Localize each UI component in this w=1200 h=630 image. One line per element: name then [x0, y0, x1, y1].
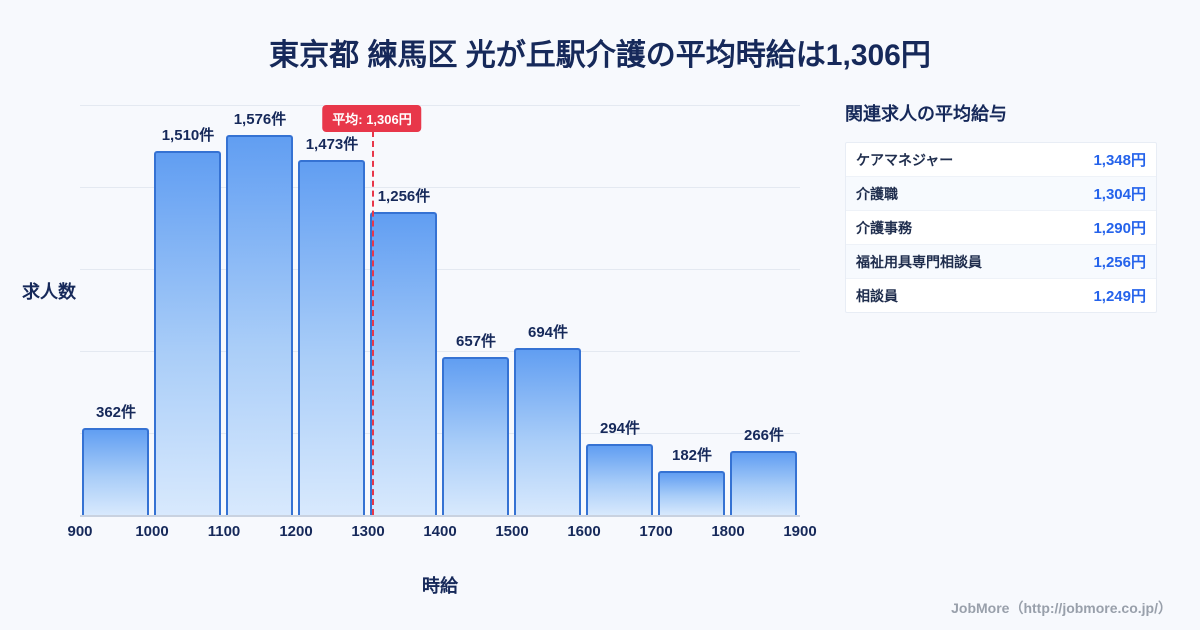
- gridline: [80, 269, 800, 270]
- bar-value-label: 1,576件: [233, 111, 287, 128]
- panel-title: 関連求人の平均給与: [845, 104, 1007, 124]
- histogram-bar: [82, 428, 149, 515]
- x-tick-label: 1200: [279, 523, 313, 540]
- histogram-bar: [586, 444, 653, 515]
- x-tick-label: 1500: [495, 523, 529, 540]
- x-tick-label: 1900: [783, 523, 817, 540]
- x-tick-label: 1100: [207, 523, 241, 540]
- y-axis-label: 求人数: [22, 282, 76, 302]
- job-wage: 1,304円: [1093, 186, 1146, 203]
- x-tick-label: 1600: [567, 523, 601, 540]
- job-name: 介護職: [856, 185, 898, 202]
- histogram-bar: [226, 135, 293, 515]
- x-tick-label: 1400: [423, 523, 457, 540]
- histogram-plot-area: 362件 1,510件 1,576件 1,473件 1,256件 657件 694件 294件…: [80, 105, 800, 517]
- related-job-row: 介護事務 1,290円: [846, 211, 1156, 245]
- footer-credit: JobMore（http://jobmore.co.jp/）: [951, 600, 1172, 616]
- histogram-bar: [514, 348, 581, 515]
- related-job-row: 介護職 1,304円: [846, 177, 1156, 211]
- gridline: [80, 187, 800, 188]
- average-badge: 平均: 1,306円: [322, 105, 422, 132]
- job-wage: 1,348円: [1093, 152, 1146, 169]
- bar-value-label: 1,510件: [161, 127, 215, 144]
- x-tick-label: 1300: [351, 523, 385, 540]
- gridline: [80, 351, 800, 352]
- related-job-row: ケアマネジャー 1,348円: [846, 143, 1156, 177]
- job-name: 相談員: [856, 287, 898, 304]
- histogram-bar: [658, 471, 725, 515]
- bar-value-label: 694件: [527, 324, 569, 341]
- histogram-bar: [730, 451, 797, 515]
- related-job-row: 相談員 1,249円: [846, 279, 1156, 312]
- related-job-row: 福祉用具専門相談員 1,256円: [846, 245, 1156, 279]
- x-tick-label: 1800: [711, 523, 745, 540]
- bar-value-label: 362件: [95, 404, 137, 421]
- bar-value-label: 657件: [455, 333, 497, 350]
- x-axis-label: 時給: [422, 576, 458, 596]
- job-wage: 1,290円: [1093, 220, 1146, 237]
- gridline: [80, 105, 800, 106]
- job-wage: 1,256円: [1093, 254, 1146, 271]
- histogram-bar: [154, 151, 221, 515]
- histogram-bar: [298, 160, 365, 515]
- bar-value-label: 1,473件: [305, 136, 359, 153]
- x-axis-ticks: 900 1000 1100 1200 1300 1400 1500 1600 1700 1800 1…: [67, 523, 816, 543]
- job-name: ケアマネジャー: [856, 151, 954, 168]
- gridline: [80, 433, 800, 434]
- x-tick-label: 1700: [639, 523, 673, 540]
- histogram-bar: [442, 357, 509, 515]
- related-jobs-panel: 関連求人の平均給与 ケアマネジャー 1,348円介護職 1,304円介護事務 1,29…: [845, 100, 1157, 313]
- average-line: [372, 131, 374, 515]
- x-tick-label: 900: [67, 523, 93, 540]
- x-tick-label: 1000: [135, 523, 169, 540]
- bar-value-label: 182件: [671, 447, 713, 464]
- job-name: 福祉用具専門相談員: [856, 253, 982, 270]
- bar-value-label: 294件: [599, 420, 641, 437]
- bar-value-label: 1,256件: [377, 188, 431, 205]
- job-wage: 1,249円: [1093, 288, 1146, 305]
- related-jobs-table: ケアマネジャー 1,348円介護職 1,304円介護事務 1,290円福祉用具専門相談…: [845, 142, 1157, 313]
- job-name: 介護事務: [856, 219, 912, 236]
- bar-value-label: 266件: [743, 427, 785, 444]
- histogram-bar: [370, 212, 437, 515]
- page-title: 東京都 練馬区 光が丘駅介護の平均時給は1,306円: [269, 39, 931, 72]
